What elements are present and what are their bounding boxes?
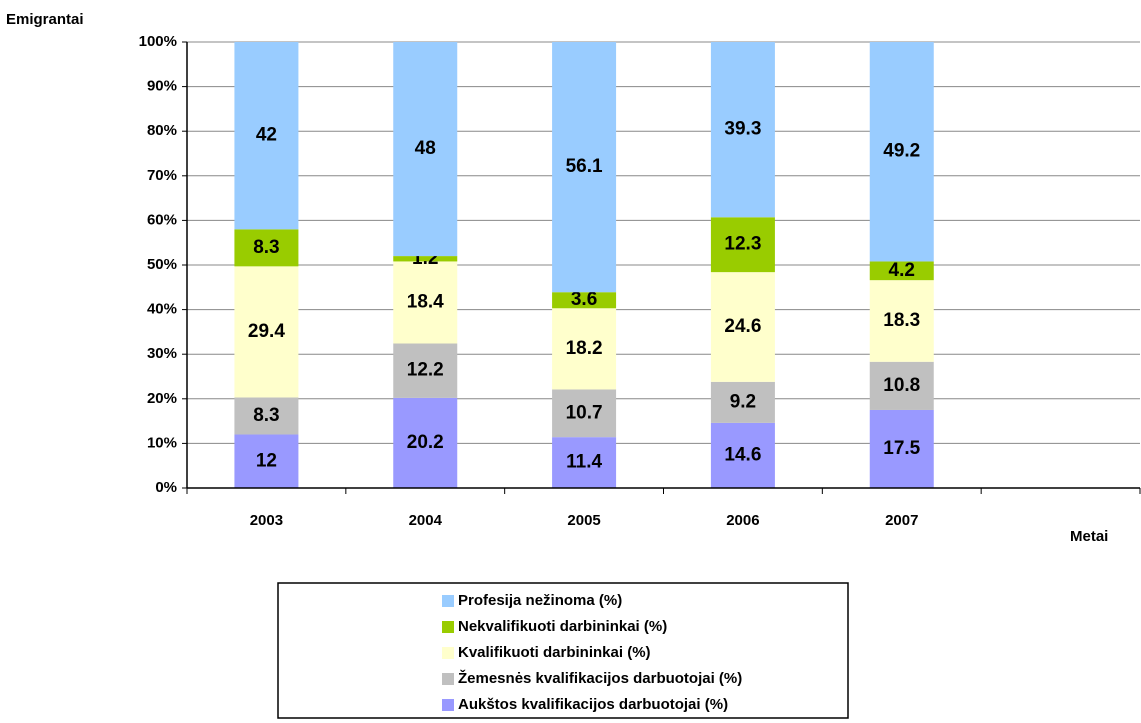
data-label: 39.3 xyxy=(724,119,761,140)
bar-segment xyxy=(869,361,934,410)
bar-segment xyxy=(869,42,934,262)
data-label: 8.3 xyxy=(253,237,279,258)
bar-segment xyxy=(710,42,775,218)
x-tick-label: 2004 xyxy=(409,512,443,529)
data-label: 17.5 xyxy=(883,438,920,459)
x-tick-label: 2006 xyxy=(726,512,759,529)
bar-segment xyxy=(234,434,299,488)
y-tick-label: 10% xyxy=(147,434,177,451)
bar-segment xyxy=(234,266,299,398)
y-tick-label: 50% xyxy=(147,256,177,273)
y-tick-label: 40% xyxy=(147,301,177,318)
y-tick-label: 60% xyxy=(147,211,177,228)
bar-segment xyxy=(552,292,617,309)
legend-label: Profesija nežinoma (%) xyxy=(458,592,622,609)
bar-segment xyxy=(869,261,934,281)
data-label: 42 xyxy=(256,125,277,146)
bar-segment xyxy=(393,397,458,488)
x-tick-label: 2003 xyxy=(250,512,283,529)
y-tick-label: 20% xyxy=(147,390,177,407)
data-label: 14.6 xyxy=(724,444,761,465)
x-tick-label: 2007 xyxy=(885,512,918,529)
bar-segment xyxy=(552,389,617,438)
bar-segment xyxy=(234,397,299,435)
y-axis-label: Emigrantai xyxy=(6,11,84,28)
data-label: 18.2 xyxy=(566,338,603,359)
data-label: 18.3 xyxy=(883,310,920,331)
legend-label: Žemesnės kvalifikacijos darbuotojai (%) xyxy=(458,669,742,687)
data-label: 4.2 xyxy=(889,260,915,281)
data-label: 20.2 xyxy=(407,432,444,453)
legend-box xyxy=(277,582,849,719)
bar-segment xyxy=(552,437,617,488)
y-tick-label: 90% xyxy=(147,78,177,95)
data-label: 11.4 xyxy=(566,452,602,473)
bar-segment xyxy=(869,409,934,488)
x-tick-label: 2005 xyxy=(567,512,600,529)
bar-segment xyxy=(710,217,775,273)
data-label: 18.4 xyxy=(407,291,444,312)
data-label: 10.7 xyxy=(566,402,603,423)
bar-segment xyxy=(552,42,617,293)
bar-segment xyxy=(234,229,299,267)
data-label: 12 xyxy=(256,450,277,471)
data-label: 10.8 xyxy=(883,375,920,396)
bar-segment xyxy=(234,42,299,230)
data-label: 24.6 xyxy=(724,316,761,337)
bar-segment xyxy=(393,42,458,257)
data-label: 56.1 xyxy=(566,156,603,177)
data-label: 12.2 xyxy=(407,360,444,381)
bar-segment xyxy=(710,422,775,488)
data-label: 8.3 xyxy=(253,405,279,426)
bar-segment xyxy=(710,381,775,423)
bar-segment xyxy=(869,280,934,362)
legend-label: Kvalifikuoti darbininkai (%) xyxy=(458,644,651,661)
data-label: 49.2 xyxy=(883,141,920,162)
legend-label: Nekvalifikuoti darbininkai (%) xyxy=(458,618,667,635)
bar-segment xyxy=(393,343,458,398)
data-label: 12.3 xyxy=(724,234,761,255)
legend-swatch xyxy=(442,699,454,711)
y-tick-label: 70% xyxy=(147,167,177,184)
x-axis-label: Metai xyxy=(1070,528,1108,545)
data-label: 48 xyxy=(415,138,436,159)
bar-segment xyxy=(393,261,458,344)
legend-swatch xyxy=(442,595,454,607)
bar-segment xyxy=(552,308,617,390)
legend-swatch xyxy=(442,673,454,685)
data-label: 9.2 xyxy=(730,391,756,412)
bar-segment xyxy=(710,272,775,382)
bar-segment xyxy=(393,256,458,262)
y-tick-label: 80% xyxy=(147,122,177,139)
data-label: 3.6 xyxy=(571,289,597,310)
y-tick-label: 0% xyxy=(155,479,177,496)
legend-swatch xyxy=(442,621,454,633)
legend-swatch xyxy=(442,647,454,659)
y-tick-label: 30% xyxy=(147,345,177,362)
legend-label: Aukštos kvalifikacijos darbuotojai (%) xyxy=(458,696,728,713)
y-tick-label: 100% xyxy=(139,33,177,50)
data-label: 29.4 xyxy=(248,321,285,342)
